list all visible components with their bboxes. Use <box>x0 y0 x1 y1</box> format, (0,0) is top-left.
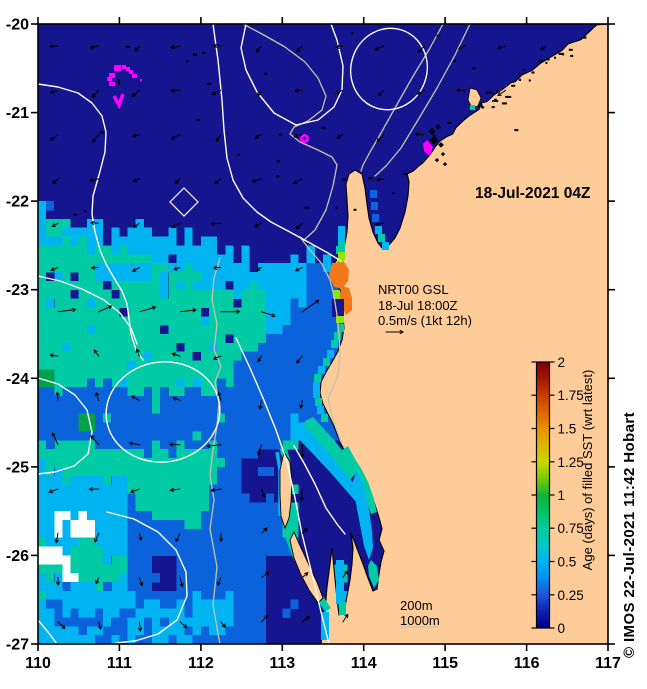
svg-text:-23: -23 <box>6 282 29 299</box>
svg-text:-24: -24 <box>6 371 29 388</box>
svg-text:NRT00 GSL: NRT00 GSL <box>378 282 449 297</box>
svg-text:-27: -27 <box>6 637 29 654</box>
svg-text:115: 115 <box>432 655 458 672</box>
svg-text:117: 117 <box>595 655 621 672</box>
svg-text:200m: 200m <box>400 598 433 613</box>
svg-text:-25: -25 <box>6 459 29 476</box>
svg-text:112: 112 <box>188 655 214 672</box>
svg-text:1000m: 1000m <box>400 613 440 628</box>
svg-text:110: 110 <box>25 655 51 672</box>
svg-text:0.5: 0.5 <box>558 555 577 570</box>
svg-text:0.5m/s (1kt 12h): 0.5m/s (1kt 12h) <box>378 313 472 328</box>
svg-text:-22: -22 <box>6 194 29 211</box>
svg-text:18-Jul-2021 04Z: 18-Jul-2021 04Z <box>475 185 591 202</box>
svg-text:114: 114 <box>351 655 377 672</box>
svg-text:© IMOS 22-Jul-2021 11:42 Hobar: © IMOS 22-Jul-2021 11:42 Hobart <box>621 412 638 658</box>
svg-text:-20: -20 <box>6 17 29 34</box>
svg-text:0.75: 0.75 <box>558 521 584 536</box>
svg-text:0.25: 0.25 <box>558 588 584 603</box>
svg-text:116: 116 <box>514 655 540 672</box>
svg-text:2: 2 <box>558 355 566 370</box>
svg-text:113: 113 <box>269 655 295 672</box>
svg-text:1: 1 <box>558 488 566 503</box>
svg-text:-21: -21 <box>6 105 29 122</box>
svg-text:1.75: 1.75 <box>558 388 584 403</box>
svg-text:Age (days) of filled SST (wrt: Age (days) of filled SST (wrt latest) <box>580 370 595 571</box>
svg-text:18-Jul 18:00Z: 18-Jul 18:00Z <box>378 298 458 313</box>
svg-text:0: 0 <box>558 621 566 636</box>
svg-text:111: 111 <box>107 655 132 672</box>
svg-text:1.25: 1.25 <box>558 455 584 470</box>
svg-text:1.5: 1.5 <box>558 422 577 437</box>
svg-text:-26: -26 <box>6 548 29 565</box>
